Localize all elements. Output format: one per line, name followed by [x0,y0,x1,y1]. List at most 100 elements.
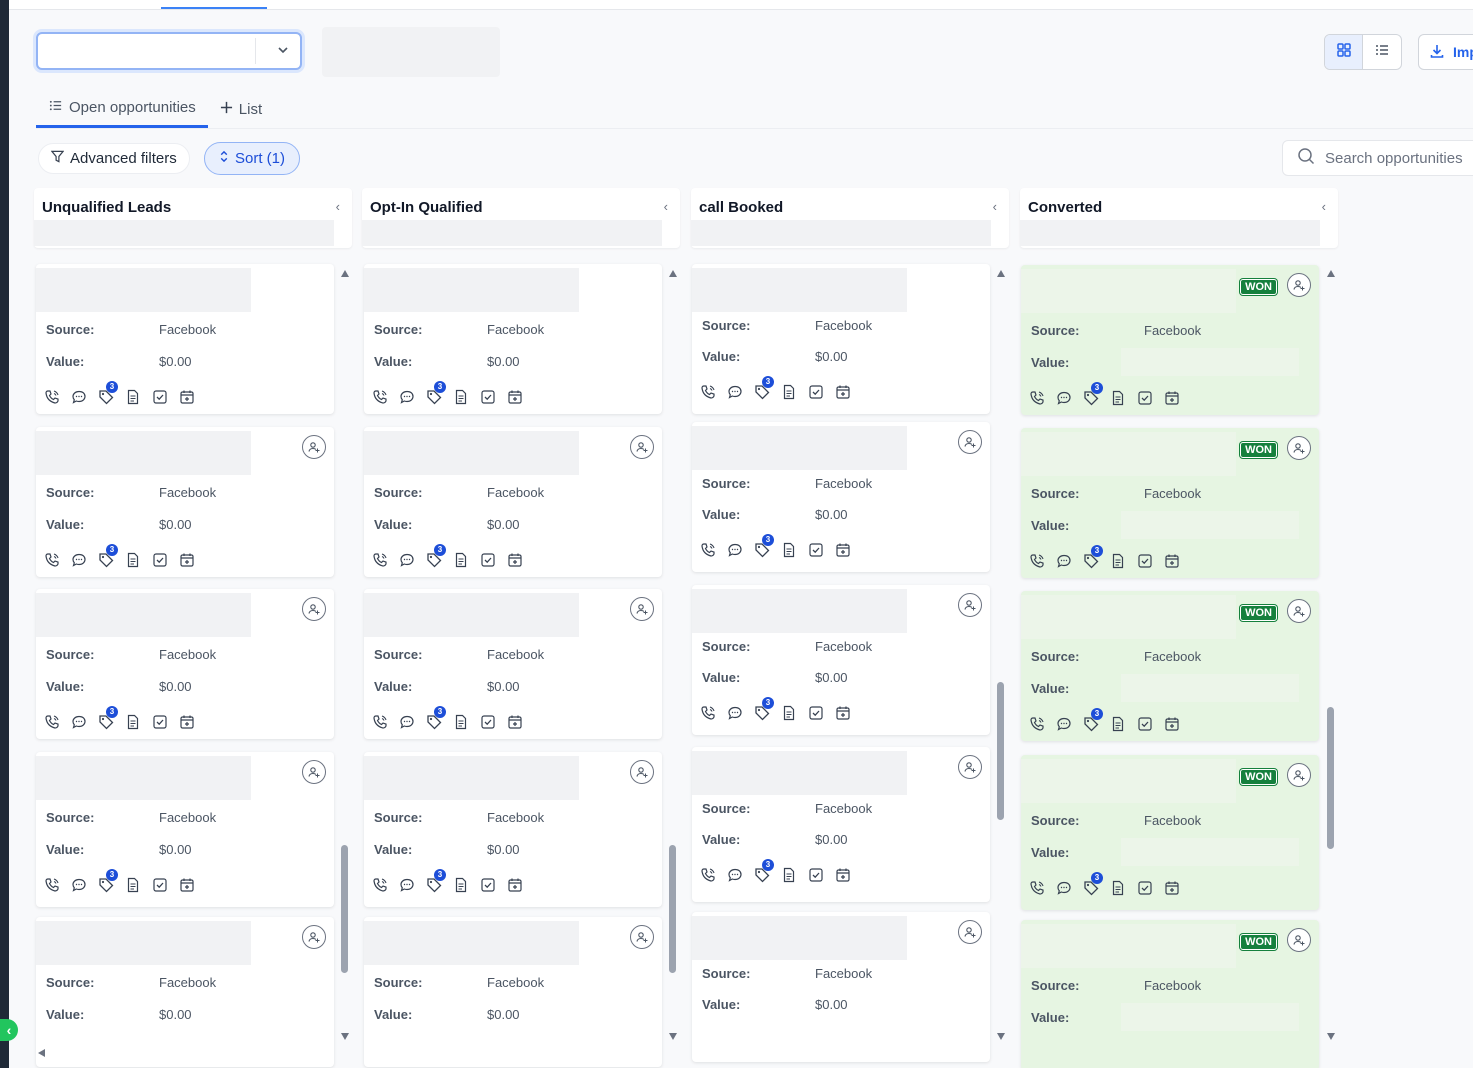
document-icon[interactable] [125,552,141,568]
phone-icon[interactable] [700,384,716,400]
scroll-up-arrow[interactable] [669,270,677,277]
scrollbar-thumb[interactable] [997,682,1004,820]
task-checkbox-icon[interactable] [808,867,824,883]
scrollbar-thumb[interactable] [1327,707,1334,849]
tag-icon[interactable]: 3 [98,869,118,893]
chat-icon[interactable] [1056,390,1072,406]
task-checkbox-icon[interactable] [152,552,168,568]
chat-icon[interactable] [727,542,743,558]
advanced-filters-button[interactable]: Advanced filters [38,143,190,174]
user-assign-icon[interactable] [630,925,654,949]
list-view-button[interactable] [1363,35,1401,69]
opportunity-card[interactable]: Source: Facebook Value: $0.00 3 [36,427,334,577]
chevron-left-icon[interactable]: ‹ [335,199,340,214]
phone-icon[interactable] [372,714,388,730]
scroll-up-arrow[interactable] [341,270,349,277]
task-checkbox-icon[interactable] [808,542,824,558]
tag-icon[interactable]: 3 [1083,872,1103,896]
opportunity-card[interactable]: WON Source: Facebook Value: 3 [1021,428,1319,578]
opportunity-card[interactable]: WON Source: Facebook Value: 3 [1021,591,1319,741]
calendar-icon[interactable] [835,705,851,721]
calendar-icon[interactable] [507,389,523,405]
tag-icon[interactable]: 3 [754,534,774,558]
scroll-down-arrow[interactable] [997,1033,1005,1040]
phone-icon[interactable] [700,867,716,883]
calendar-icon[interactable] [835,384,851,400]
opportunity-card[interactable]: Source: Facebook Value: $0.00 3 [36,752,334,907]
grid-view-button[interactable] [1325,35,1364,69]
task-checkbox-icon[interactable] [480,877,496,893]
opportunity-card[interactable]: Source: Facebook Value: $0.00 3 [364,264,662,414]
calendar-icon[interactable] [1164,880,1180,896]
task-checkbox-icon[interactable] [808,384,824,400]
sidebar-collapse-button[interactable]: ‹ [0,1019,18,1041]
calendar-icon[interactable] [835,867,851,883]
scrollbar-thumb[interactable] [669,845,676,973]
opportunity-card[interactable]: WON Source: Facebook Value: 3 [1021,755,1319,910]
chat-icon[interactable] [1056,716,1072,732]
opportunity-card[interactable]: Source: Facebook Value: $0.00 3 [364,752,662,907]
chat-icon[interactable] [399,877,415,893]
tag-icon[interactable]: 3 [426,706,446,730]
task-checkbox-icon[interactable] [480,714,496,730]
tab-open-opportunities[interactable]: Open opportunities [36,90,208,128]
calendar-icon[interactable] [1164,390,1180,406]
scroll-down-arrow[interactable] [1327,1033,1335,1040]
tag-icon[interactable]: 3 [98,706,118,730]
search-input[interactable]: Search opportunities [1282,140,1473,176]
scroll-down-arrow[interactable] [669,1033,677,1040]
opportunity-card[interactable]: Source: Facebook Value: $0.00 3 [692,747,990,902]
document-icon[interactable] [1110,716,1126,732]
phone-icon[interactable] [700,542,716,558]
calendar-icon[interactable] [507,714,523,730]
phone-icon[interactable] [700,705,716,721]
chat-icon[interactable] [399,552,415,568]
user-assign-icon[interactable] [1287,273,1311,297]
user-assign-icon[interactable] [1287,436,1311,460]
document-icon[interactable] [1110,390,1126,406]
chevron-left-icon[interactable]: ‹ [663,199,668,214]
user-assign-icon[interactable] [302,760,326,784]
task-checkbox-icon[interactable] [1137,553,1153,569]
chat-icon[interactable] [399,714,415,730]
user-assign-icon[interactable] [302,435,326,459]
phone-icon[interactable] [1029,553,1045,569]
document-icon[interactable] [125,714,141,730]
task-checkbox-icon[interactable] [1137,880,1153,896]
user-assign-icon[interactable] [630,760,654,784]
document-icon[interactable] [1110,880,1126,896]
calendar-icon[interactable] [835,542,851,558]
opportunity-card[interactable]: Source: Facebook Value: $0.00 [692,912,990,1062]
user-assign-icon[interactable] [1287,599,1311,623]
tag-icon[interactable]: 3 [754,697,774,721]
calendar-icon[interactable] [179,552,195,568]
calendar-icon[interactable] [179,714,195,730]
phone-icon[interactable] [1029,390,1045,406]
pipeline-select[interactable] [36,32,302,70]
task-checkbox-icon[interactable] [480,389,496,405]
user-assign-icon[interactable] [958,755,982,779]
calendar-icon[interactable] [507,552,523,568]
tag-icon[interactable]: 3 [426,381,446,405]
calendar-icon[interactable] [507,877,523,893]
opportunity-card[interactable]: WON Source: Facebook Value: 3 [1021,265,1319,415]
scroll-up-arrow[interactable] [1327,270,1335,277]
user-assign-icon[interactable] [302,925,326,949]
document-icon[interactable] [781,705,797,721]
user-assign-icon[interactable] [630,597,654,621]
opportunity-card[interactable]: Source: Facebook Value: $0.00 [36,917,334,1067]
opportunity-card[interactable]: Source: Facebook Value: $0.00 3 [692,264,990,414]
opportunity-card[interactable]: Source: Facebook Value: $0.00 3 [36,589,334,739]
phone-icon[interactable] [44,714,60,730]
tag-icon[interactable]: 3 [98,544,118,568]
phone-icon[interactable] [44,552,60,568]
chat-icon[interactable] [1056,880,1072,896]
user-assign-icon[interactable] [1287,928,1311,952]
tag-icon[interactable]: 3 [1083,708,1103,732]
calendar-icon[interactable] [1164,553,1180,569]
opportunity-card[interactable]: Source: Facebook Value: $0.00 3 [364,589,662,739]
chat-icon[interactable] [71,389,87,405]
user-assign-icon[interactable] [958,593,982,617]
calendar-icon[interactable] [179,389,195,405]
document-icon[interactable] [1110,553,1126,569]
